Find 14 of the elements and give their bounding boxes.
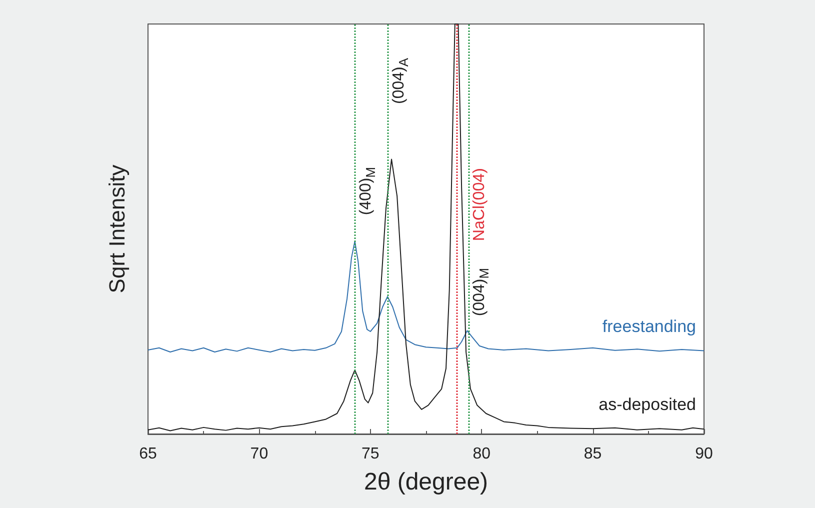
x-tick-label: 70 bbox=[250, 446, 268, 462]
ref-line-label: (004)M bbox=[470, 268, 492, 316]
x-tick-label: 85 bbox=[584, 446, 602, 462]
x-axis-title: 2θ (degree) bbox=[364, 468, 488, 496]
x-tick-label: 75 bbox=[362, 446, 380, 462]
series-label: as-deposited bbox=[598, 395, 696, 414]
ref-line-label: (004)A bbox=[390, 58, 412, 104]
series-label: freestanding bbox=[602, 316, 696, 336]
x-tick-label: 80 bbox=[472, 446, 491, 462]
ref-line-label: (400)M bbox=[357, 166, 378, 216]
x-tick-label: 65 bbox=[139, 446, 157, 462]
ref-line-label: NaCl(004) bbox=[470, 168, 488, 241]
y-axis-title: Sqrt Intensity bbox=[104, 164, 130, 294]
x-tick-label: 90 bbox=[695, 446, 713, 462]
